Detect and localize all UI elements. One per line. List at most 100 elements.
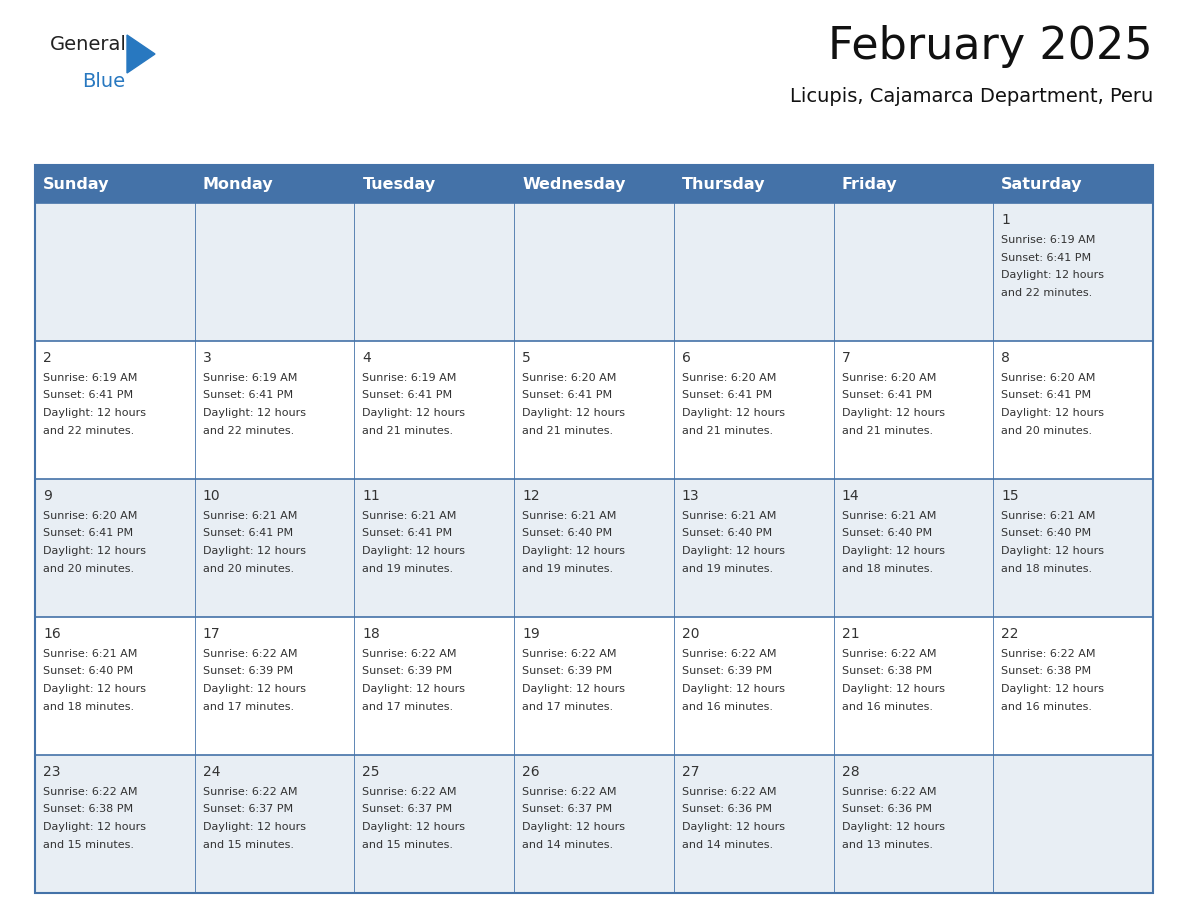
Text: and 16 minutes.: and 16 minutes. <box>1001 701 1092 711</box>
Bar <box>514 341 674 479</box>
Text: Daylight: 12 hours: Daylight: 12 hours <box>43 408 146 418</box>
Text: Daylight: 12 hours: Daylight: 12 hours <box>203 684 305 694</box>
Text: 5: 5 <box>523 351 531 365</box>
Text: Sunrise: 6:22 AM: Sunrise: 6:22 AM <box>841 787 936 797</box>
Text: Sunset: 6:41 PM: Sunset: 6:41 PM <box>682 390 772 400</box>
Text: and 19 minutes.: and 19 minutes. <box>523 564 613 574</box>
Text: Sunrise: 6:20 AM: Sunrise: 6:20 AM <box>682 373 776 383</box>
Bar <box>674 165 834 203</box>
Text: Sunset: 6:37 PM: Sunset: 6:37 PM <box>362 804 453 814</box>
Text: Daylight: 12 hours: Daylight: 12 hours <box>523 408 625 418</box>
Text: Daylight: 12 hours: Daylight: 12 hours <box>1001 270 1105 280</box>
Text: Sunrise: 6:21 AM: Sunrise: 6:21 AM <box>682 511 776 521</box>
Bar <box>514 617 674 755</box>
Bar <box>514 479 674 617</box>
Bar <box>34 341 195 479</box>
Bar <box>514 203 674 341</box>
Bar <box>834 755 993 893</box>
Bar <box>834 479 993 617</box>
Text: and 15 minutes.: and 15 minutes. <box>43 839 134 849</box>
Bar <box>993 165 1154 203</box>
Bar <box>34 755 195 893</box>
Text: Sunday: Sunday <box>43 176 109 192</box>
Text: Sunset: 6:36 PM: Sunset: 6:36 PM <box>841 804 931 814</box>
Text: 9: 9 <box>43 489 52 503</box>
Bar <box>195 617 354 755</box>
Text: 16: 16 <box>43 627 61 641</box>
Bar <box>34 165 1154 893</box>
Text: Sunset: 6:41 PM: Sunset: 6:41 PM <box>1001 252 1092 263</box>
Bar <box>34 617 195 755</box>
Text: Sunset: 6:41 PM: Sunset: 6:41 PM <box>43 529 133 539</box>
Text: Sunset: 6:38 PM: Sunset: 6:38 PM <box>43 804 133 814</box>
Text: Daylight: 12 hours: Daylight: 12 hours <box>682 546 785 556</box>
Text: Sunset: 6:38 PM: Sunset: 6:38 PM <box>1001 666 1092 677</box>
Text: Daylight: 12 hours: Daylight: 12 hours <box>1001 546 1105 556</box>
Text: 10: 10 <box>203 489 220 503</box>
Text: and 18 minutes.: and 18 minutes. <box>1001 564 1093 574</box>
Text: and 22 minutes.: and 22 minutes. <box>203 426 293 435</box>
Bar <box>195 479 354 617</box>
Text: Daylight: 12 hours: Daylight: 12 hours <box>682 822 785 832</box>
Text: 14: 14 <box>841 489 859 503</box>
Text: Daylight: 12 hours: Daylight: 12 hours <box>43 822 146 832</box>
Text: and 15 minutes.: and 15 minutes. <box>362 839 454 849</box>
Text: Sunrise: 6:22 AM: Sunrise: 6:22 AM <box>523 787 617 797</box>
Text: 15: 15 <box>1001 489 1019 503</box>
Text: Sunset: 6:41 PM: Sunset: 6:41 PM <box>362 529 453 539</box>
Bar <box>354 203 514 341</box>
Text: Sunrise: 6:22 AM: Sunrise: 6:22 AM <box>362 649 457 659</box>
Text: 11: 11 <box>362 489 380 503</box>
Text: 27: 27 <box>682 765 700 779</box>
Text: and 14 minutes.: and 14 minutes. <box>523 839 613 849</box>
Text: and 21 minutes.: and 21 minutes. <box>841 426 933 435</box>
Text: and 17 minutes.: and 17 minutes. <box>523 701 613 711</box>
Text: and 21 minutes.: and 21 minutes. <box>682 426 773 435</box>
Text: Sunrise: 6:22 AM: Sunrise: 6:22 AM <box>1001 649 1095 659</box>
Bar <box>674 755 834 893</box>
Text: Sunset: 6:41 PM: Sunset: 6:41 PM <box>362 390 453 400</box>
Text: Sunset: 6:41 PM: Sunset: 6:41 PM <box>43 390 133 400</box>
Text: and 18 minutes.: and 18 minutes. <box>841 564 933 574</box>
Bar <box>993 203 1154 341</box>
Bar <box>354 341 514 479</box>
Bar <box>834 165 993 203</box>
Text: 20: 20 <box>682 627 700 641</box>
Text: and 15 minutes.: and 15 minutes. <box>203 839 293 849</box>
Text: Sunrise: 6:21 AM: Sunrise: 6:21 AM <box>523 511 617 521</box>
Text: Sunrise: 6:21 AM: Sunrise: 6:21 AM <box>841 511 936 521</box>
Bar <box>514 755 674 893</box>
Text: and 22 minutes.: and 22 minutes. <box>1001 287 1093 297</box>
Bar <box>993 617 1154 755</box>
Text: Sunset: 6:39 PM: Sunset: 6:39 PM <box>203 666 292 677</box>
Text: Sunset: 6:40 PM: Sunset: 6:40 PM <box>1001 529 1092 539</box>
Text: and 16 minutes.: and 16 minutes. <box>682 701 773 711</box>
Bar <box>674 341 834 479</box>
Text: 7: 7 <box>841 351 851 365</box>
Bar <box>674 479 834 617</box>
Text: and 16 minutes.: and 16 minutes. <box>841 701 933 711</box>
Text: and 17 minutes.: and 17 minutes. <box>203 701 293 711</box>
Bar <box>195 755 354 893</box>
Text: and 22 minutes.: and 22 minutes. <box>43 426 134 435</box>
Text: 22: 22 <box>1001 627 1019 641</box>
Text: Saturday: Saturday <box>1001 176 1082 192</box>
Text: Daylight: 12 hours: Daylight: 12 hours <box>203 408 305 418</box>
Text: Daylight: 12 hours: Daylight: 12 hours <box>203 822 305 832</box>
Text: February 2025: February 2025 <box>828 25 1154 68</box>
Text: Daylight: 12 hours: Daylight: 12 hours <box>203 546 305 556</box>
Text: 25: 25 <box>362 765 380 779</box>
Bar <box>834 341 993 479</box>
Text: Sunset: 6:36 PM: Sunset: 6:36 PM <box>682 804 772 814</box>
Text: Sunrise: 6:20 AM: Sunrise: 6:20 AM <box>1001 373 1095 383</box>
Text: Sunrise: 6:22 AM: Sunrise: 6:22 AM <box>523 649 617 659</box>
Text: 13: 13 <box>682 489 700 503</box>
Bar <box>674 617 834 755</box>
Text: Sunset: 6:40 PM: Sunset: 6:40 PM <box>841 529 931 539</box>
Text: Sunset: 6:40 PM: Sunset: 6:40 PM <box>43 666 133 677</box>
Text: 6: 6 <box>682 351 690 365</box>
Text: 28: 28 <box>841 765 859 779</box>
Text: Sunrise: 6:19 AM: Sunrise: 6:19 AM <box>1001 235 1095 245</box>
Text: Sunset: 6:40 PM: Sunset: 6:40 PM <box>682 529 772 539</box>
Text: and 19 minutes.: and 19 minutes. <box>362 564 454 574</box>
